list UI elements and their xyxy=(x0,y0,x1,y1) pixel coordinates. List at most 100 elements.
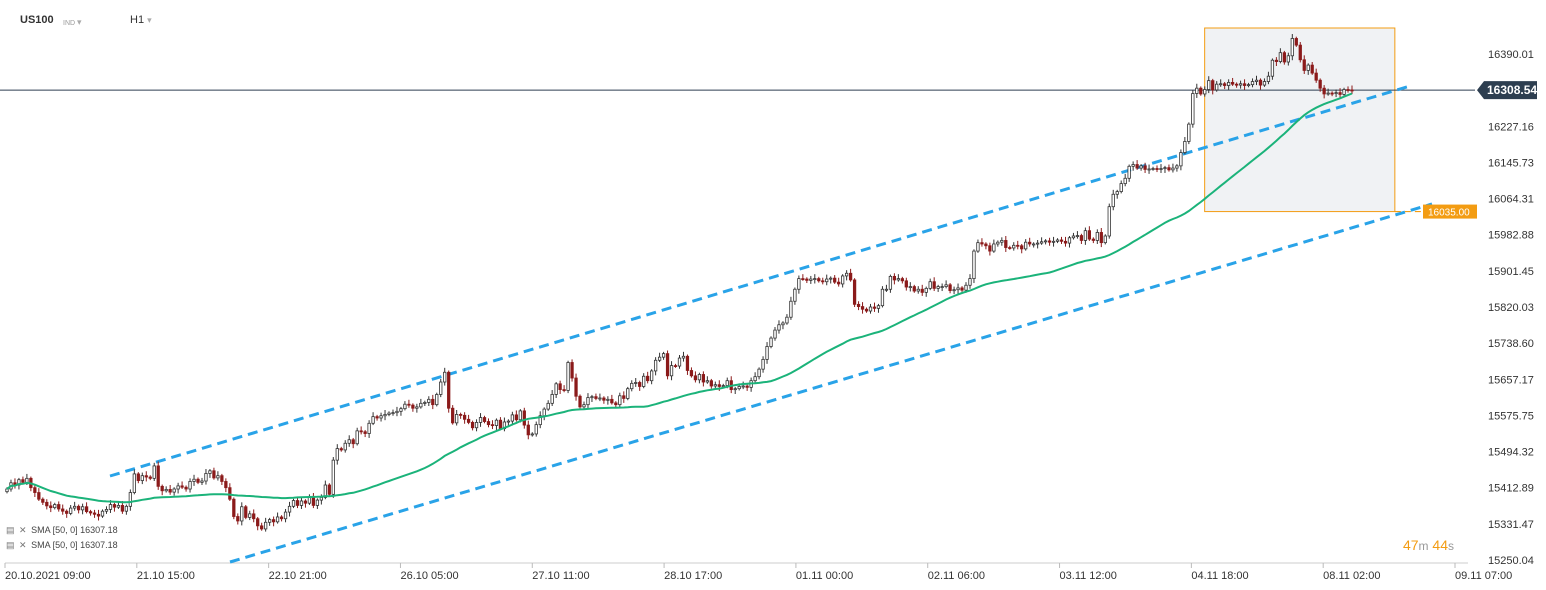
candle-body xyxy=(669,365,674,377)
candle-body xyxy=(1346,89,1350,91)
candle-body xyxy=(359,430,363,433)
candle-body xyxy=(1139,165,1143,169)
candle-body xyxy=(96,513,101,517)
candle-body xyxy=(1310,64,1314,74)
candle-body xyxy=(848,272,853,281)
candle-body xyxy=(462,414,467,420)
exchange-text: IND xyxy=(63,20,76,27)
candle-body xyxy=(757,368,761,378)
candle-body xyxy=(1270,59,1275,77)
candle-body xyxy=(1163,167,1167,170)
candle-body xyxy=(427,398,431,403)
exchange-label[interactable]: IND ▾ xyxy=(63,17,82,28)
candle-body xyxy=(1250,81,1255,86)
candle-body xyxy=(713,384,717,387)
candle-body xyxy=(1075,235,1080,237)
candle-body xyxy=(864,308,869,312)
candle-body xyxy=(1195,87,1199,94)
symbol-label[interactable]: US100 xyxy=(20,14,54,26)
candle-body xyxy=(347,439,351,444)
candle-body xyxy=(1203,89,1207,95)
candle-body xyxy=(1099,232,1103,244)
candle-body xyxy=(777,324,781,331)
candle-body xyxy=(566,362,570,391)
candle-body xyxy=(264,521,268,530)
candle-body xyxy=(180,485,184,488)
candle-body xyxy=(518,410,522,421)
candle-body xyxy=(1350,89,1354,92)
close-icon[interactable]: ✕ xyxy=(19,540,27,550)
candle-body xyxy=(144,475,148,478)
candle-body xyxy=(534,424,538,435)
candle-body xyxy=(860,306,865,310)
candle-body xyxy=(733,388,737,391)
candle-body xyxy=(1262,81,1267,86)
candle-body xyxy=(435,394,439,406)
candle-body xyxy=(590,396,594,399)
candle-body xyxy=(1322,87,1326,95)
candle-body xyxy=(510,414,515,422)
settings-icon[interactable]: ▤ xyxy=(6,540,15,550)
x-tick-label: 01.11 00:00 xyxy=(796,570,853,582)
candle-body xyxy=(120,505,125,512)
exchange-chevron-down-icon[interactable]: ▾ xyxy=(77,17,82,27)
candle-body xyxy=(1274,59,1279,62)
sma-legend-1[interactable]: ▤ ✕ SMA [50, 0] 16307.18 xyxy=(6,525,118,536)
candle-body xyxy=(45,501,49,507)
candle-body xyxy=(140,475,144,481)
timer-seconds-unit: s xyxy=(1448,539,1454,553)
candle-body xyxy=(494,419,499,426)
candle-body xyxy=(837,281,841,285)
candle-body xyxy=(275,516,280,523)
candle-body xyxy=(789,300,793,318)
candle-body xyxy=(530,433,534,436)
sma-legend-2[interactable]: ▤ ✕ SMA [50, 0] 16307.18 xyxy=(6,540,118,551)
candle-body xyxy=(984,243,988,247)
x-tick-label: 27.10 11:00 xyxy=(532,570,589,582)
candle-body xyxy=(1051,240,1056,243)
y-tick-label: 16145.73 xyxy=(1488,157,1534,169)
candle-body xyxy=(351,439,355,445)
candle-body xyxy=(932,281,936,289)
candle-body xyxy=(311,497,316,506)
last-price-tag-bg xyxy=(1477,81,1537,100)
candle-body xyxy=(466,418,471,423)
candle-body xyxy=(331,459,335,495)
candle-body xyxy=(84,506,89,513)
candle-body xyxy=(705,380,709,383)
candle-body xyxy=(996,241,1000,245)
candle-body xyxy=(586,397,590,406)
candle-body xyxy=(1071,235,1076,239)
candle-body xyxy=(665,353,670,377)
candle-body xyxy=(1215,83,1219,91)
candle-body xyxy=(717,384,721,387)
candle-body xyxy=(92,512,97,515)
price-channel[interactable] xyxy=(109,84,1433,564)
candle-body xyxy=(908,286,912,288)
candle-body xyxy=(1147,168,1151,171)
close-icon[interactable]: ✕ xyxy=(19,525,27,535)
candle-body xyxy=(1095,232,1099,241)
candle-body xyxy=(295,500,300,506)
settings-icon[interactable]: ▤ xyxy=(6,525,15,535)
candle-body xyxy=(160,485,164,492)
candle-body xyxy=(1123,177,1127,185)
candle-body xyxy=(411,404,415,409)
candle-body xyxy=(1159,168,1163,170)
candle-body xyxy=(216,475,220,479)
y-tick-label: 15901.45 xyxy=(1488,266,1534,278)
candle-body xyxy=(689,370,694,377)
timeframe-selector[interactable]: H1 ▾ xyxy=(130,14,152,26)
channel-upper-line xyxy=(109,84,1411,478)
candle-body xyxy=(968,278,972,286)
candle-body xyxy=(721,385,725,387)
candle-body xyxy=(196,478,200,483)
candle-body xyxy=(542,408,546,417)
candle-body xyxy=(478,417,483,423)
timeframe-chevron-down-icon[interactable]: ▾ xyxy=(147,15,152,25)
x-tick-label: 20.10.2021 09:00 xyxy=(5,570,91,582)
candle-body xyxy=(578,395,582,408)
candle-body xyxy=(1087,230,1092,240)
x-axis: 20.10.2021 09:00 21.10 15:00 22.10 21:00 26… xyxy=(4,562,1512,582)
